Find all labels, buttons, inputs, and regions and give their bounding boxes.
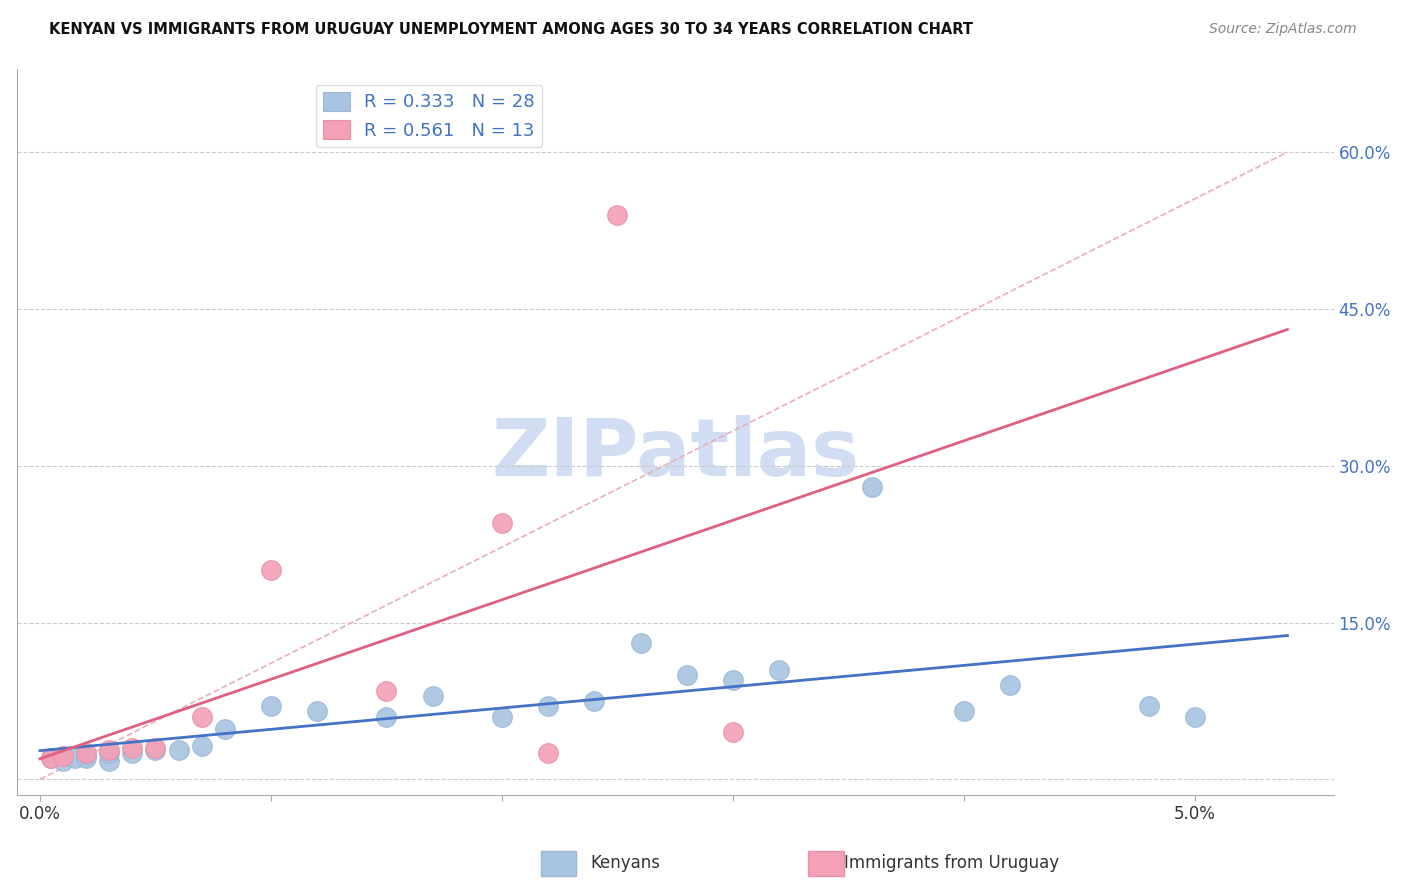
Point [98,743,121,757]
Point [98,754,121,768]
Point [121,746,143,760]
Point [606,208,628,222]
Point [190,739,212,753]
Point [307,705,329,719]
Legend: R = 0.333   N = 28, R = 0.561   N = 13: R = 0.333 N = 28, R = 0.561 N = 13 [315,85,543,147]
Point [537,699,560,714]
Point [190,709,212,723]
Point [491,516,513,531]
Point [260,563,283,577]
Point [630,636,652,650]
Point [583,694,606,708]
Point [145,743,167,757]
Point [768,663,790,677]
Point [953,705,976,719]
Point [98,746,121,760]
Text: KENYAN VS IMMIGRANTS FROM URUGUAY UNEMPLOYMENT AMONG AGES 30 TO 34 YEARS CORRELA: KENYAN VS IMMIGRANTS FROM URUGUAY UNEMPL… [49,22,973,37]
Point [75,746,97,760]
Text: Immigrants from Uruguay: Immigrants from Uruguay [844,855,1059,872]
Point [998,678,1021,692]
Point [375,683,398,698]
Point [52,754,75,768]
Point [860,480,883,494]
Point [52,749,75,764]
Point [675,668,697,682]
Point [491,709,513,723]
Point [721,673,744,687]
Point [75,749,97,764]
Point [214,722,236,736]
Point [1137,699,1160,714]
Point [121,741,143,756]
Point [375,709,398,723]
Point [422,689,444,703]
Point [167,743,190,757]
Point [260,699,283,714]
Point [41,751,63,765]
Text: Kenyans: Kenyans [591,855,661,872]
Point [75,751,97,765]
Point [537,746,560,760]
Text: Source: ZipAtlas.com: Source: ZipAtlas.com [1209,22,1357,37]
Point [1184,709,1206,723]
Point [63,751,86,765]
Text: ZIPatlas: ZIPatlas [491,415,859,492]
Point [41,751,63,765]
Point [721,725,744,739]
Point [145,741,167,756]
